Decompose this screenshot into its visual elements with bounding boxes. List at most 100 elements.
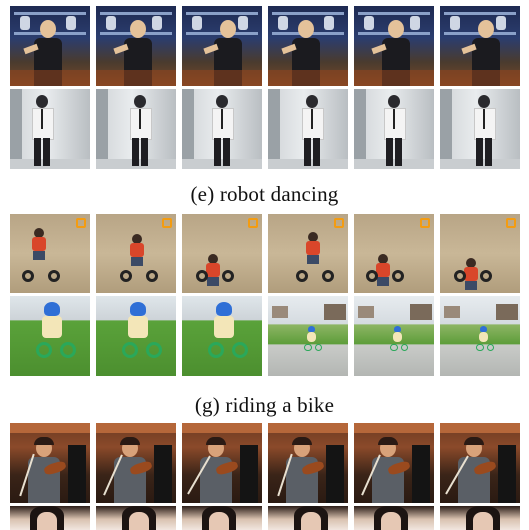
scene-shape <box>485 138 492 166</box>
frame-riding-bike-r1-c5 <box>354 214 434 293</box>
scene-shape <box>182 70 262 86</box>
scene-shape <box>100 12 172 15</box>
frame-violin-r1-c1 <box>10 423 90 503</box>
scene-shape <box>476 344 484 352</box>
scene-shape <box>129 512 149 530</box>
frame-violin-r1-c4 <box>268 423 348 503</box>
scene-shape <box>130 20 146 38</box>
frame-robot-dancing-r2-c3 <box>182 89 262 169</box>
scene-shape <box>311 109 313 129</box>
scene-shape <box>410 304 432 320</box>
scene-shape <box>34 138 41 166</box>
scene-shape <box>384 108 406 140</box>
scene-shape <box>34 437 54 445</box>
scene-shape <box>498 445 516 503</box>
scene-shape <box>10 159 90 169</box>
frame-violin-r2-c6 <box>440 506 520 530</box>
scene-shape <box>220 20 236 38</box>
frame-robot-dancing-r2-c6 <box>440 89 520 169</box>
scene-shape <box>216 95 228 108</box>
scene-shape <box>444 306 460 318</box>
scene-shape <box>478 95 490 108</box>
scene-shape <box>60 342 76 358</box>
frame-riding-bike-r2-c4 <box>268 296 348 376</box>
scene-shape <box>354 159 434 169</box>
scene-shape <box>268 89 280 169</box>
scene-shape <box>440 423 520 433</box>
frame-robot-dancing-r1-c6 <box>440 6 520 86</box>
scene-shape <box>308 232 318 242</box>
scene-shape <box>268 70 348 86</box>
scene-shape <box>96 70 176 86</box>
scene-shape <box>483 109 485 129</box>
scene-shape <box>304 138 311 166</box>
scene-shape <box>130 108 152 140</box>
scene-shape <box>440 70 520 86</box>
scene-shape <box>132 138 139 166</box>
scene-shape <box>222 270 234 282</box>
scene-shape <box>420 218 430 228</box>
scene-shape <box>480 270 492 282</box>
scene-shape <box>162 218 172 228</box>
scene-shape <box>401 344 409 352</box>
scene-shape <box>132 234 142 244</box>
scene-shape <box>378 254 388 264</box>
scene-shape <box>182 423 262 433</box>
frame-robot-dancing-r1-c1 <box>10 6 90 86</box>
scene-shape <box>240 445 258 503</box>
scene-shape <box>334 218 344 228</box>
scene-shape <box>42 316 62 338</box>
scene-shape <box>44 302 60 316</box>
scene-shape <box>377 277 389 286</box>
scene-shape <box>131 257 143 266</box>
scene-shape <box>36 95 48 108</box>
scene-shape <box>278 16 288 30</box>
scene-shape <box>152 16 162 30</box>
scene-shape <box>307 332 317 343</box>
frame-robot-dancing-r2-c5 <box>354 89 434 169</box>
scene-shape <box>487 344 495 352</box>
frame-violin-r2-c4 <box>268 506 348 530</box>
scene-shape <box>106 16 116 30</box>
scene-shape <box>298 20 314 38</box>
scene-shape <box>221 109 223 129</box>
scene-shape <box>376 263 390 277</box>
frame-violin-r1-c5 <box>354 423 434 503</box>
scene-shape <box>496 16 506 30</box>
scene-shape <box>479 332 489 343</box>
scene-shape <box>33 251 45 260</box>
scene-shape <box>206 263 220 277</box>
frame-robot-dancing-r1-c2 <box>96 6 176 86</box>
scene-shape <box>390 344 398 352</box>
scene-shape <box>134 95 146 108</box>
frame-riding-bike-r1-c6 <box>440 214 520 293</box>
scene-shape <box>120 437 140 445</box>
scene-shape <box>395 138 402 166</box>
scene-shape <box>122 342 138 358</box>
scene-shape <box>393 332 403 343</box>
scene-shape <box>76 218 86 228</box>
scene-shape <box>381 512 401 530</box>
frame-riding-bike-r1-c2 <box>96 214 176 293</box>
scene-shape <box>223 138 230 166</box>
scene-shape <box>306 95 318 108</box>
scene-shape <box>322 270 334 282</box>
frame-robot-dancing-r1-c5 <box>354 6 434 86</box>
frame-violin-r2-c3 <box>182 506 262 530</box>
scene-shape <box>216 302 232 316</box>
frame-violin-r2-c1 <box>10 506 90 530</box>
scene-shape <box>410 16 420 30</box>
frame-riding-bike-r2-c2 <box>96 296 176 376</box>
scene-shape <box>478 20 494 38</box>
scene-shape <box>444 12 516 15</box>
frame-violin-r2-c5 <box>354 506 434 530</box>
scene-shape <box>130 243 144 257</box>
scene-shape <box>454 270 466 282</box>
scene-shape <box>480 326 488 333</box>
scene-shape <box>22 270 34 282</box>
scene-shape <box>324 304 346 320</box>
scene-shape <box>476 138 483 166</box>
scene-shape <box>465 281 477 290</box>
scene-shape <box>304 344 312 352</box>
frame-robot-dancing-r2-c1 <box>10 89 90 169</box>
